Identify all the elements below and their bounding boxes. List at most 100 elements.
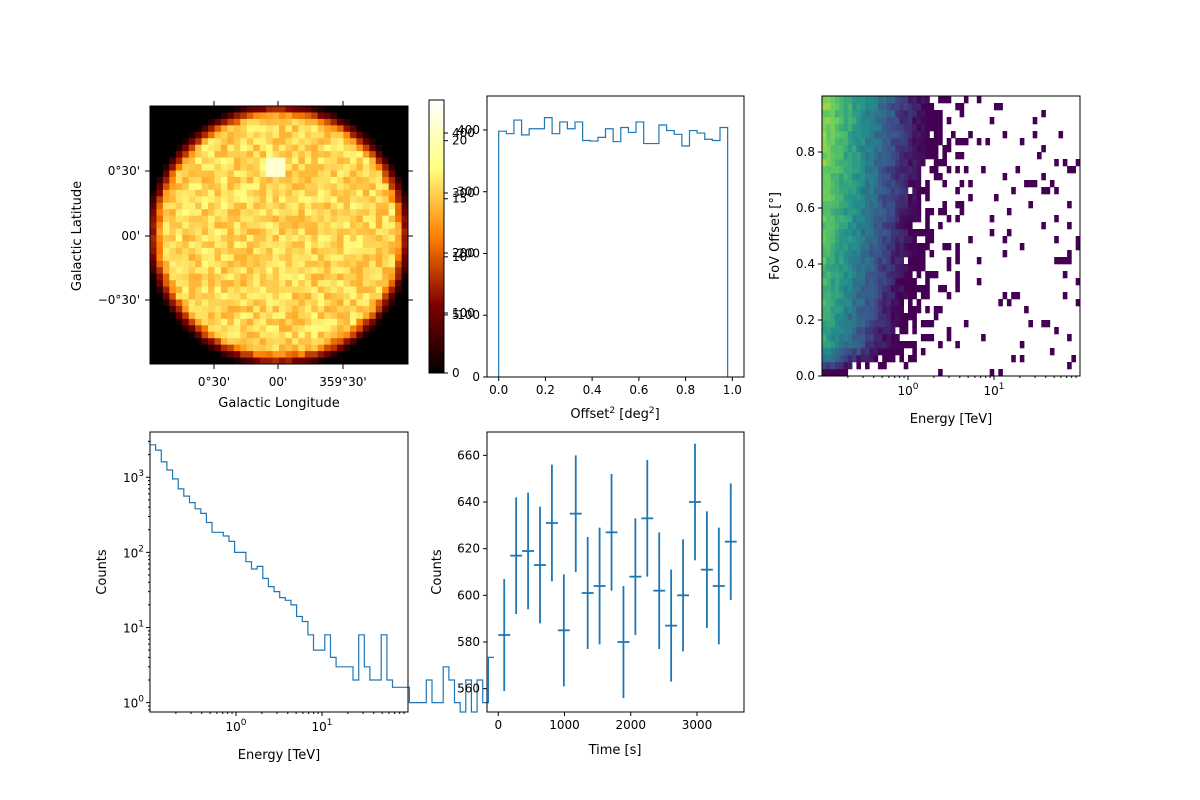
energy-offset-cell	[920, 117, 926, 125]
energy-offset-cell	[865, 355, 870, 363]
sky-pixel	[317, 131, 325, 139]
sky-pixel	[201, 357, 209, 364]
sky-pixel	[188, 338, 196, 346]
sky-pixel	[220, 273, 228, 281]
sky-pixel	[175, 267, 183, 275]
sky-pixel	[175, 247, 183, 255]
sky-pixel	[298, 241, 306, 249]
energy-offset-cell	[903, 194, 909, 202]
energy-offset-cell	[912, 145, 917, 153]
energy-offset-cell	[942, 96, 947, 104]
energy-offset-cell	[890, 236, 896, 244]
light-curve-point	[700, 511, 713, 628]
sky-pixel	[279, 118, 286, 126]
sky-pixel	[208, 183, 215, 191]
energy-offset-cell	[873, 180, 879, 188]
energy-offset-cell	[852, 145, 857, 153]
sky-pixel	[356, 215, 364, 223]
sky-pixel	[182, 235, 190, 242]
sky-pixel	[246, 260, 254, 268]
sky-pixel	[169, 209, 177, 217]
sky-pixel	[395, 106, 402, 113]
sky-pixel	[220, 338, 228, 346]
sky-pixel	[324, 235, 331, 242]
energy-offset-cell	[839, 201, 844, 209]
sky-pixel	[169, 293, 177, 300]
sky-pixel	[369, 170, 377, 178]
sky-pixel	[175, 254, 183, 262]
energy-offset-cell	[826, 327, 831, 335]
sky-pixel	[324, 286, 331, 294]
energy-offset-cell	[852, 201, 857, 209]
sky-pixel	[279, 286, 286, 294]
energy-offset-cell	[925, 187, 930, 195]
energy-offset-cell	[899, 229, 904, 237]
sky-pixel	[253, 286, 261, 294]
energy-offset-cell	[865, 299, 870, 307]
sky-pixel	[401, 241, 408, 249]
sky-pixel	[162, 286, 170, 294]
sky-pixel	[208, 235, 215, 242]
sky-pixel	[330, 196, 338, 204]
sky-pixel	[349, 299, 357, 307]
energy-offset-cell	[856, 152, 861, 160]
energy-offset-cell	[839, 264, 844, 272]
sky-pixel	[395, 144, 402, 152]
sky-pixel	[317, 106, 325, 113]
y-tick-label: 0.2	[796, 313, 815, 327]
sky-pixel	[324, 215, 331, 223]
energy-offset-cell	[916, 187, 922, 195]
sky-pixel	[401, 305, 408, 313]
energy-offset-cell	[903, 243, 909, 251]
energy-offset-cell	[925, 180, 930, 188]
energy-offset-cell	[839, 152, 844, 160]
sky-pixel	[195, 151, 202, 158]
sky-pixel	[182, 131, 190, 139]
energy-offset-cell	[847, 166, 853, 174]
sky-pixel	[375, 209, 383, 217]
sky-pixel	[362, 112, 370, 120]
energy-offset-cell	[873, 236, 879, 244]
sky-pixel	[246, 170, 254, 178]
energy-offset-cell	[1024, 180, 1029, 188]
energy-offset-cell	[852, 320, 857, 328]
sky-pixel	[233, 331, 241, 339]
energy-offset-cell	[890, 187, 896, 195]
sky-pixel	[317, 151, 325, 158]
sky-pixel	[272, 202, 280, 210]
energy-offset-cell	[994, 194, 999, 202]
sky-pixel	[317, 312, 325, 320]
energy-offset-cell	[886, 201, 892, 209]
energy-offset-cell	[826, 110, 831, 118]
sky-pixel	[214, 157, 222, 165]
sky-pixel	[182, 125, 190, 133]
sky-pixel	[401, 286, 408, 294]
sky-pixel	[150, 112, 157, 120]
sky-pixel	[150, 164, 157, 171]
energy-offset-cell	[826, 341, 831, 349]
sky-pixel	[401, 170, 408, 178]
sky-pixel	[311, 106, 319, 113]
sky-pixel	[375, 247, 383, 255]
sky-pixel	[304, 222, 312, 229]
sky-pixel	[362, 202, 370, 210]
energy-offset-cell	[860, 327, 866, 335]
energy-offset-cell	[843, 187, 849, 195]
sky-pixel	[259, 280, 267, 287]
sky-pixel	[220, 118, 228, 126]
energy-offset-cell	[856, 348, 861, 356]
sky-pixel	[208, 112, 215, 120]
sky-pixel	[169, 215, 177, 223]
sky-pixel	[382, 189, 390, 197]
energy-offset-cell	[882, 173, 887, 181]
energy-offset-cell	[920, 320, 926, 328]
energy-offset-cell	[843, 194, 849, 202]
energy-offset-cell	[890, 306, 896, 314]
energy-offset-cell	[852, 215, 857, 223]
sky-pixel	[388, 235, 396, 242]
sky-pixel	[311, 318, 319, 326]
energy-offset-cell	[834, 348, 840, 356]
energy-offset-cell	[822, 229, 827, 237]
energy-offset-cell	[895, 306, 900, 314]
energy-offset-cell	[968, 180, 973, 188]
